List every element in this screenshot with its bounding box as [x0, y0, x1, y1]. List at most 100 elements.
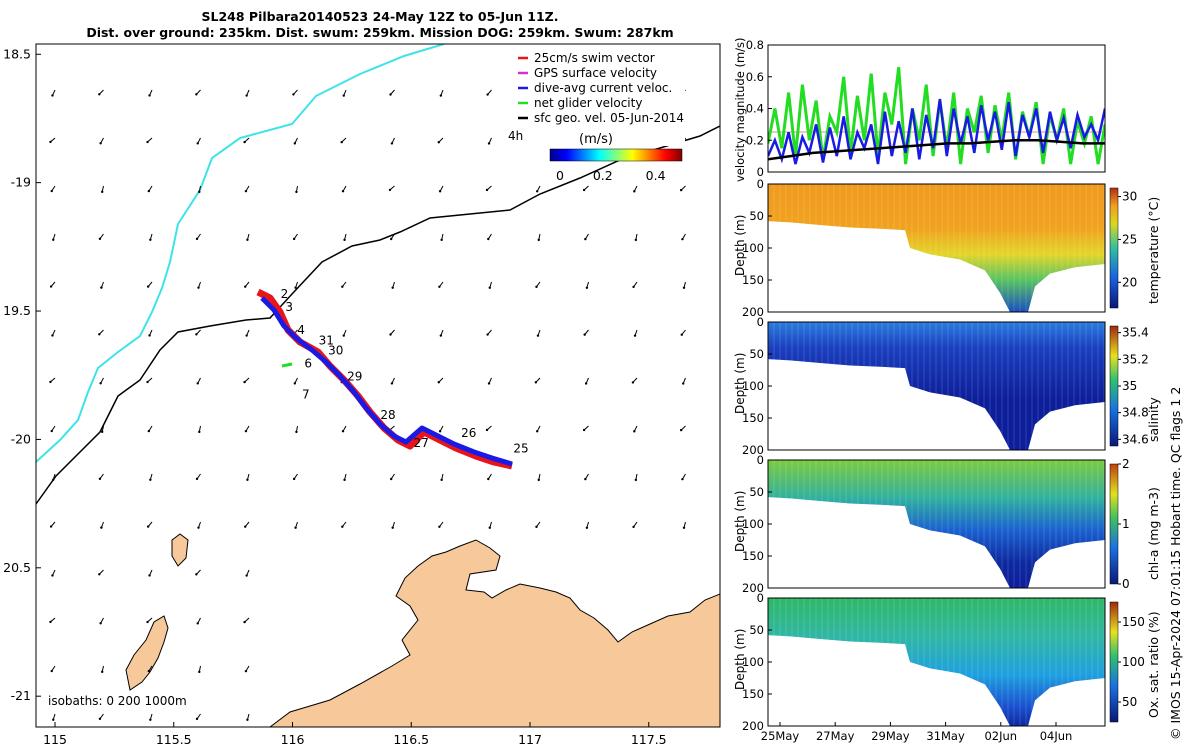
current-arrow [437, 377, 444, 384]
section-xtick-label: 02Jun [984, 729, 1017, 743]
current-arrow [98, 89, 104, 96]
current-arrow [390, 377, 395, 385]
isobath-1000m [36, 125, 720, 505]
current-arrow [195, 473, 201, 481]
velocity-ytick-label: 0.6 [746, 70, 764, 84]
current-arrow [195, 89, 201, 96]
current-arrow [682, 281, 686, 290]
current-arrow [198, 185, 201, 194]
track-label: 4 [297, 323, 305, 337]
current-arrow [438, 185, 444, 193]
current-arrow [389, 233, 395, 241]
map-xtick-label: 117 [518, 732, 542, 747]
legend-box [505, 50, 685, 146]
section-ylabel: Depth (m) [733, 215, 747, 276]
legend-label: GPS surface velocity [534, 66, 657, 80]
current-arrow [98, 233, 104, 241]
map-ytick-label: 20.5 [3, 560, 31, 575]
colorbar-label: salinity [1146, 397, 1161, 442]
current-arrow [98, 713, 104, 721]
current-arrow [292, 233, 298, 241]
current-arrow [195, 569, 201, 576]
current-arrow [293, 137, 298, 145]
current-arrow [243, 137, 250, 144]
section-xtick-label: 04Jun [1040, 729, 1073, 743]
current-arrow [148, 569, 153, 577]
current-arrow [535, 521, 541, 529]
colorbar-tick-label: 0.4 [646, 168, 666, 183]
track-net-velocity [281, 362, 293, 368]
velocity-ytick-label: 0 [757, 165, 764, 179]
current-arrow [438, 281, 444, 288]
current-arrow [101, 665, 104, 674]
current-arrow [49, 377, 56, 384]
current-arrow [50, 425, 56, 433]
current-arrow [488, 281, 492, 289]
section-field [768, 460, 1105, 588]
current-arrow [51, 569, 56, 577]
current-arrow [147, 425, 153, 433]
current-arrow [196, 377, 201, 385]
current-arrow [341, 281, 347, 288]
colorbar-tick-label: 35.2 [1122, 352, 1149, 366]
map-ytick-label: 18.5 [3, 46, 31, 61]
current-arrow [487, 377, 492, 385]
current-arrow [244, 521, 250, 528]
credit-text: © IMOS 15-Apr-2024 07:01:15 Hobart time.… [1168, 386, 1183, 740]
current-arrow [49, 521, 56, 528]
colorbar-tick-label: 0.2 [593, 168, 613, 183]
current-arrow [537, 233, 541, 242]
section-ytick-label: 0 [757, 453, 764, 467]
current-arrow [388, 185, 395, 192]
current-arrow [343, 473, 347, 482]
current-arrow [245, 89, 250, 97]
current-arrow [389, 329, 395, 336]
section-ytick-label: 150 [742, 273, 764, 287]
section-ylabel: Depth (m) [733, 353, 747, 414]
velocity-ytick-label: 0.2 [746, 133, 764, 147]
map-xtick-label: 117.5 [631, 732, 667, 747]
current-arrow [585, 281, 589, 289]
current-arrow [631, 377, 638, 384]
current-arrow [439, 89, 444, 97]
current-arrow [52, 233, 56, 241]
section-ytick-label: 50 [749, 347, 764, 361]
current-arrow [50, 665, 56, 673]
section-xtick-label: 31May [926, 729, 965, 743]
section-ytick-label: 150 [742, 687, 764, 701]
current-arrow [535, 425, 541, 433]
current-arrow [632, 281, 638, 289]
colorbar-label: Ox. sat. ratio (%) [1146, 611, 1161, 718]
track-label: 2 [281, 287, 289, 301]
legend-label: sfc geo. vel. 05-Jun-2014 [534, 111, 684, 125]
current-arrow [52, 713, 56, 721]
section-ytick-label: 200 [742, 581, 764, 595]
colorbar-tick-label: 1 [1122, 517, 1130, 531]
velocity-ytick-label: 0.4 [746, 102, 764, 116]
current-arrow [390, 137, 395, 145]
current-arrow [98, 569, 104, 576]
section-xtick-label: 27May [816, 729, 855, 743]
section-ylabel: Depth (m) [733, 491, 747, 552]
current-arrow [246, 233, 250, 241]
section-colorbar [1109, 187, 1119, 309]
current-arrow [633, 329, 638, 337]
current-arrow [437, 137, 444, 144]
current-arrow [295, 185, 298, 194]
current-arrow [243, 377, 250, 384]
current-arrow [244, 665, 250, 673]
isobaths-label: isobaths: 0 200 1000m [48, 694, 187, 708]
current-arrow [341, 521, 347, 528]
track-label: 26 [461, 426, 476, 440]
current-arrow [196, 617, 201, 625]
section-ytick-label: 150 [742, 411, 764, 425]
current-arrow [244, 281, 250, 288]
current-arrow [534, 377, 541, 384]
track-label: 7 [302, 387, 310, 401]
series-dive-avg-current [768, 98, 1105, 165]
